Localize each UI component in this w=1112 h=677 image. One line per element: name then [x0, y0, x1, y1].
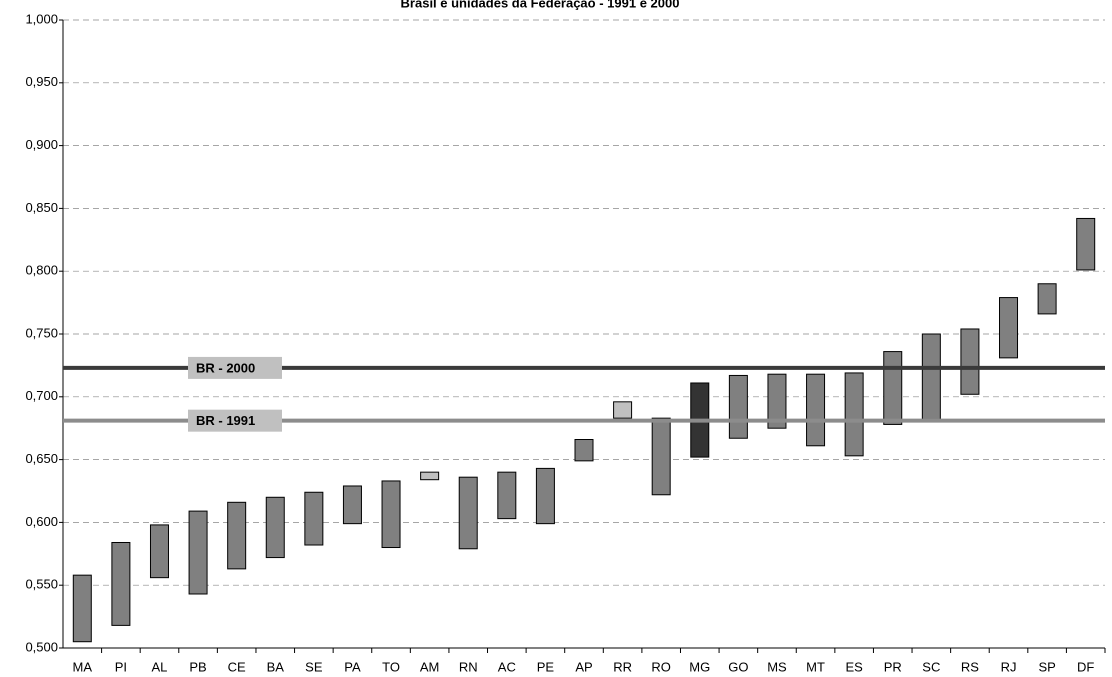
x-tick-label: RJ: [1001, 659, 1017, 674]
x-tick-label: GO: [728, 659, 748, 674]
x-tick-label: MA: [73, 659, 93, 674]
range-bar: [651, 417, 671, 496]
range-bar: [227, 501, 247, 570]
x-tick-label: PA: [344, 659, 361, 674]
x-tick-label: AL: [152, 659, 168, 674]
x-tick-label: TO: [382, 659, 400, 674]
range-bar: [574, 439, 594, 462]
range-bar: [265, 496, 285, 559]
x-tick-label: MT: [806, 659, 825, 674]
range-bar: [728, 374, 748, 439]
y-tick-label: 0,900: [25, 137, 58, 152]
range-bar: [844, 372, 864, 457]
x-tick-label: MS: [767, 659, 787, 674]
x-tick-label: PR: [884, 659, 902, 674]
range-bar: [72, 574, 92, 643]
chart-title: Brasil e unidades da Federação - 1991 e …: [401, 0, 680, 10]
range-bar: [806, 373, 826, 447]
y-tick-label: 0,850: [25, 200, 58, 215]
y-tick-label: 1,000: [25, 11, 58, 26]
x-tick-label: BA: [267, 659, 285, 674]
x-tick-label: AP: [575, 659, 592, 674]
range-bar: [304, 491, 324, 546]
x-tick-label: CE: [228, 659, 246, 674]
x-tick-label: RO: [651, 659, 671, 674]
x-tick-label: RN: [459, 659, 478, 674]
range-bar: [111, 541, 131, 626]
x-tick-label: DF: [1077, 659, 1094, 674]
reference-label: BR - 1991: [196, 413, 255, 428]
y-tick-label: 0,750: [25, 325, 58, 340]
x-tick-label: AC: [498, 659, 516, 674]
x-tick-label: SC: [922, 659, 940, 674]
range-bar: [999, 297, 1019, 359]
y-tick-label: 0,550: [25, 577, 58, 592]
x-tick-label: ES: [845, 659, 863, 674]
range-bar: [381, 480, 401, 549]
range-bar: [613, 401, 633, 419]
range-bar: [458, 476, 478, 550]
reference-label-box: [188, 356, 282, 379]
y-tick-label: 0,950: [25, 74, 58, 89]
y-tick-label: 0,700: [25, 388, 58, 403]
x-tick-label: PE: [537, 659, 555, 674]
x-tick-label: AM: [420, 659, 440, 674]
range-bar: [342, 485, 362, 525]
range-bar: [149, 524, 169, 579]
range-bar: [921, 333, 941, 420]
range-bar: [535, 467, 555, 525]
x-tick-label: SE: [305, 659, 323, 674]
y-tick-label: 0,500: [25, 639, 58, 654]
range-bar: [188, 510, 208, 595]
x-tick-label: SP: [1038, 659, 1055, 674]
y-tick-label: 0,650: [25, 451, 58, 466]
range-bar: [420, 471, 440, 481]
x-tick-label: RS: [961, 659, 979, 674]
reference-label: BR - 2000: [196, 360, 255, 375]
range-bar: [1037, 283, 1057, 315]
x-tick-label: RR: [613, 659, 632, 674]
x-tick-label: MG: [689, 659, 710, 674]
range-bar: [1076, 217, 1096, 271]
y-tick-label: 0,600: [25, 514, 58, 529]
range-bar: [960, 328, 980, 395]
reference-label-box: [188, 409, 282, 432]
range-bar: [497, 471, 517, 520]
range-bar: [883, 351, 903, 425]
x-tick-label: PB: [189, 659, 206, 674]
range-bar: [767, 373, 787, 429]
x-tick-label: PI: [115, 659, 127, 674]
y-tick-label: 0,800: [25, 263, 58, 278]
